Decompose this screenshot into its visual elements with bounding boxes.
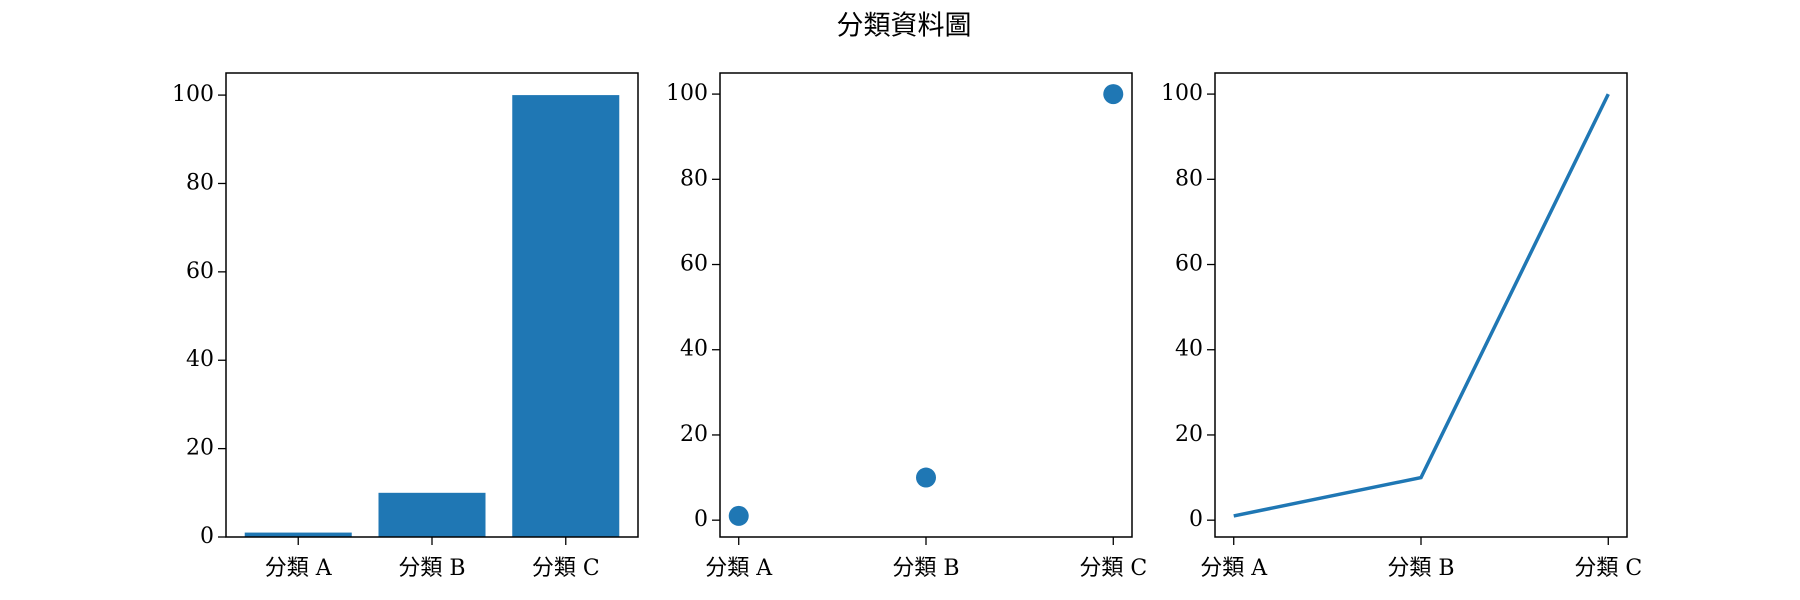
y-tick-label: 20: [186, 436, 214, 461]
x-tick-label: 分類 A: [705, 556, 773, 581]
y-tick-label: 80: [1175, 166, 1203, 191]
x-tick-label: 分類 B: [398, 556, 465, 581]
axes-frame: [1214, 72, 1628, 538]
y-tick-label: 100: [666, 81, 708, 106]
y-tick-label: 60: [680, 252, 708, 277]
x-tick-label: 分類 A: [265, 556, 333, 581]
y-tick-label: 20: [680, 422, 708, 447]
y-tick-label: 80: [186, 170, 214, 195]
y-tick-label: 80: [680, 166, 708, 191]
axes-frame: [719, 72, 1133, 538]
x-tick-label: 分類 B: [892, 556, 959, 581]
y-tick-label: 40: [680, 337, 708, 362]
y-tick-label: 60: [1175, 252, 1203, 277]
x-tick-label: 分類 C: [1574, 556, 1642, 581]
x-tick-label: 分類 C: [532, 556, 600, 581]
point: [728, 505, 749, 526]
figure-title: 分類資料圖: [837, 11, 972, 42]
y-tick-label: 100: [172, 82, 214, 107]
bar: [244, 532, 352, 537]
y-tick-label: 40: [1175, 337, 1203, 362]
line: [1233, 93, 1610, 518]
x-tick-label: 分類 B: [1387, 556, 1454, 581]
y-tick-label: 0: [694, 507, 708, 532]
point: [1103, 84, 1124, 105]
bar: [378, 492, 486, 537]
axes-frame: [225, 72, 639, 538]
y-tick-label: 0: [200, 524, 214, 549]
x-tick-label: 分類 C: [1079, 556, 1147, 581]
y-tick-label: 100: [1161, 81, 1203, 106]
y-tick-label: 20: [1175, 422, 1203, 447]
x-tick-label: 分類 A: [1200, 556, 1268, 581]
y-tick-label: 0: [1189, 507, 1203, 532]
y-tick-label: 60: [186, 259, 214, 284]
y-tick-label: 40: [186, 347, 214, 372]
point: [916, 467, 936, 488]
bar: [512, 95, 620, 537]
